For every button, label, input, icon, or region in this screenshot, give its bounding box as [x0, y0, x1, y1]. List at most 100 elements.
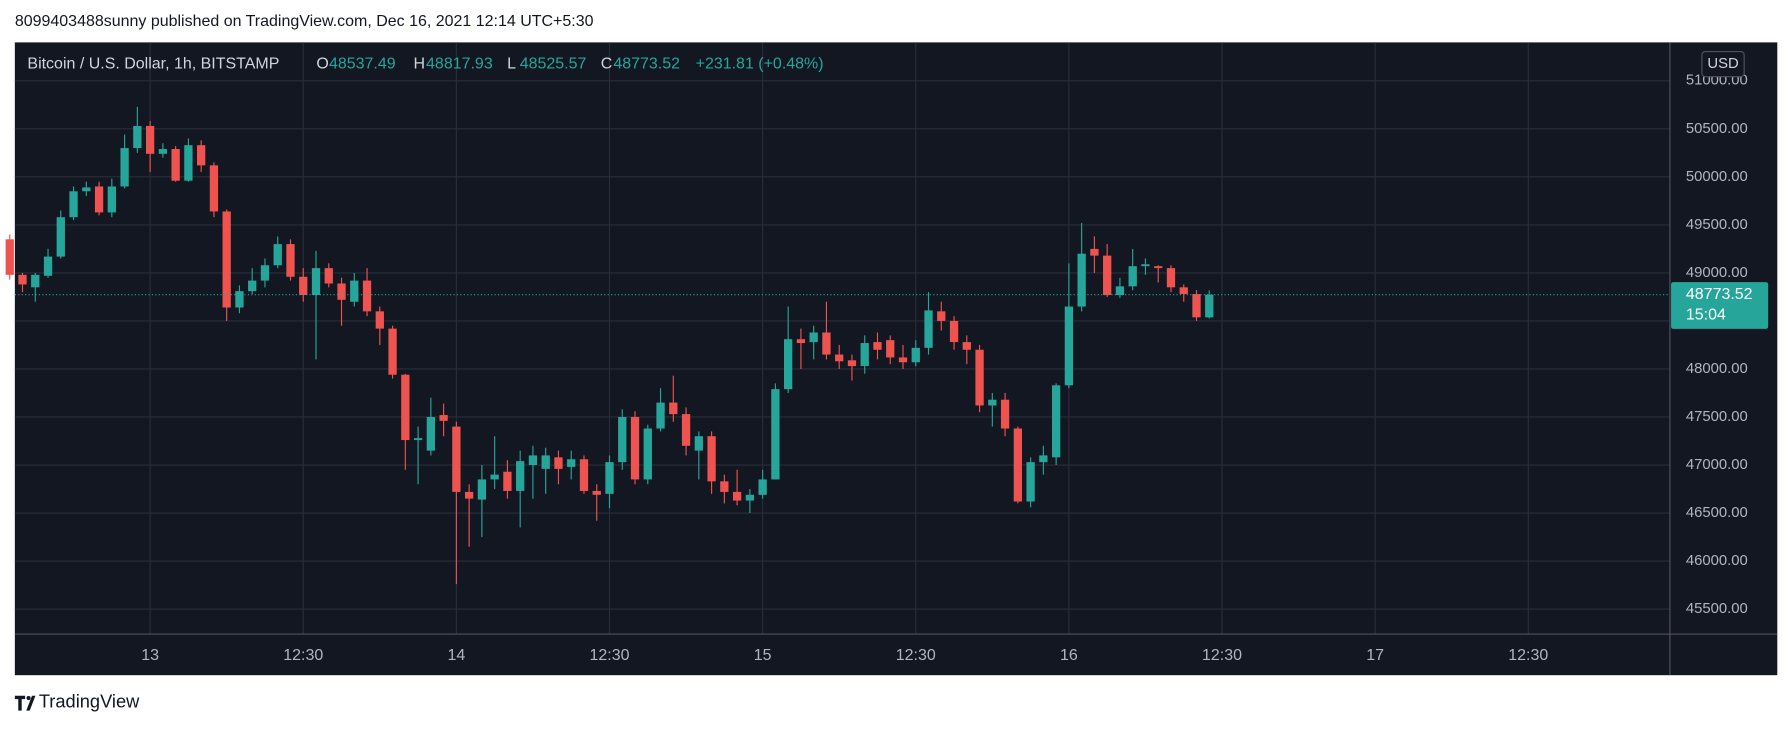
candle-body: [82, 187, 91, 192]
candle-body: [56, 217, 65, 257]
brand-logo: [14, 695, 36, 711]
x-tick-label: 12:30: [896, 647, 936, 664]
candle-body: [873, 342, 882, 350]
candle-body: [924, 310, 933, 348]
candle-body: [643, 428, 652, 480]
candle-body: [732, 491, 742, 501]
candle-body: [618, 416, 627, 463]
candle-body: [209, 165, 219, 212]
candle-body: [1205, 294, 1214, 318]
candle-body: [1064, 306, 1074, 386]
candle-body: [222, 211, 231, 308]
legend-value: 48817.93: [426, 55, 493, 72]
candle-body: [962, 342, 971, 350]
x-tick-label: 16: [1060, 647, 1078, 664]
candle-body: [43, 256, 53, 276]
candle-body: [477, 479, 487, 500]
candle-body: [324, 268, 333, 284]
candle-body: [822, 332, 831, 355]
y-tick-label: 48000.00: [1686, 361, 1748, 377]
candle-body: [248, 280, 257, 292]
candle-body: [809, 332, 818, 343]
candles: [5, 106, 1214, 585]
currency-box[interactable]: [1701, 50, 1745, 78]
candle-body: [1115, 286, 1125, 296]
y-tick-label: 49000.00: [1686, 265, 1748, 281]
candle-body: [311, 268, 321, 296]
candle-body: [669, 402, 678, 415]
candle-body: [426, 416, 435, 451]
candle-body: [197, 145, 206, 166]
candle-body: [860, 343, 869, 367]
candle-body: [796, 339, 806, 344]
candle-body: [554, 457, 563, 469]
candle-body: [771, 389, 780, 480]
x-tick-label: 17: [1366, 647, 1384, 664]
last-price-box: [1671, 282, 1769, 329]
y-tick-label: 50000.00: [1686, 169, 1748, 185]
candle-body: [439, 415, 448, 421]
candle-body: [184, 145, 193, 181]
candle-body: [1166, 268, 1176, 288]
candle-body: [567, 459, 576, 467]
candle-body: [1090, 248, 1099, 256]
legend-key: L: [507, 55, 516, 72]
legend-value: 48537.49: [329, 55, 396, 72]
candle-body: [388, 328, 397, 375]
legend-change: +231.81 (+0.48%): [696, 55, 824, 72]
candle-body: [362, 280, 372, 312]
candle-body: [1179, 287, 1188, 295]
candle-body: [260, 265, 270, 281]
y-tick-label: 49500.00: [1686, 217, 1748, 233]
candle-body: [375, 311, 384, 329]
candle-body: [286, 244, 295, 277]
y-tick-label: 50500.00: [1686, 121, 1748, 137]
candle-body: [898, 357, 908, 363]
candle-body: [18, 274, 27, 285]
legend-value: 48773.52: [613, 55, 680, 72]
candle-body: [541, 455, 550, 469]
candle-body: [886, 340, 895, 358]
candle-body: [605, 462, 614, 494]
x-tick-label: 12:30: [1508, 647, 1548, 664]
candle-body: [107, 186, 116, 213]
last-price-label: 48773.52: [1686, 286, 1753, 303]
candle-body: [694, 436, 703, 451]
logo-icon: [14, 695, 36, 711]
candle-body: [516, 461, 525, 491]
candle-body: [350, 280, 359, 302]
y-tick-label: 47000.00: [1686, 457, 1748, 473]
y-tick-label: 46000.00: [1686, 553, 1748, 569]
candle-body: [464, 491, 474, 499]
ohlc-legend: O 48537.49 H 48817.93 L 48525.57 C 48773.52 +231…: [316, 55, 823, 72]
candle-body: [975, 349, 984, 406]
candle-body: [949, 320, 959, 343]
candle-body: [503, 471, 512, 491]
candle-body: [1128, 266, 1137, 287]
candle-body: [158, 149, 168, 154]
legend-value: 48525.57: [520, 55, 587, 72]
candle-body: [1141, 264, 1150, 267]
legend-key: O: [316, 55, 328, 72]
x-tick-label: 14: [447, 647, 465, 664]
candle-body: [69, 191, 78, 218]
candle-body: [299, 276, 308, 296]
candle-body: [401, 374, 410, 441]
candle-body: [937, 311, 946, 321]
candle-body: [1039, 455, 1048, 463]
axes: 45500.00 46000.00 46500.00 47000.00 47500.00…: [14, 73, 1769, 664]
legend-key: C: [601, 55, 613, 72]
candle-body: [1000, 399, 1010, 429]
candle-body: [31, 274, 40, 288]
candle-body: [120, 148, 129, 187]
candle-body: [5, 239, 14, 275]
candle-body: [145, 125, 155, 154]
candle-body: [1077, 253, 1086, 307]
x-tick-label: 12:30: [590, 647, 630, 664]
candle-body: [988, 399, 997, 406]
candle-body: [847, 360, 857, 367]
brand-name: TradingView: [39, 690, 140, 711]
x-tick-label: 13: [141, 647, 159, 664]
